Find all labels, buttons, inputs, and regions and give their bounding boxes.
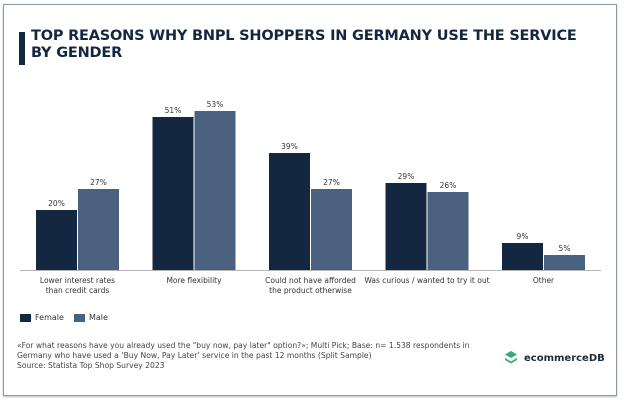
- bar-male: [311, 189, 352, 270]
- ecommercedb-logo: ecommerceDB: [504, 350, 605, 366]
- data-label: 29%: [398, 172, 415, 181]
- legend-swatch-female: [20, 313, 31, 322]
- data-label: 27%: [323, 178, 340, 187]
- bar-female: [269, 153, 310, 270]
- bar-female: [152, 117, 194, 270]
- data-label: 39%: [281, 142, 298, 151]
- bar-female: [385, 183, 427, 270]
- logo-text: ecommerceDB: [524, 352, 605, 364]
- data-label: 5%: [559, 244, 571, 253]
- footnote: «For what reasons have you already used …: [17, 341, 470, 371]
- data-label: 20%: [48, 199, 65, 208]
- data-label: 27%: [90, 178, 107, 187]
- bar-female: [502, 243, 543, 270]
- legend-swatch-male: [73, 313, 85, 322]
- title-accent-bar: [19, 32, 25, 65]
- chart-title: TOP REASONS WHY BNPL SHOPPERS IN GERMANY…: [31, 28, 577, 61]
- category-label: Other: [533, 276, 555, 285]
- footnote-source: Source: Statista Top Shop Survey 2023: [17, 361, 165, 370]
- data-label: 51%: [165, 106, 182, 115]
- category-label: More flexibility: [166, 276, 222, 285]
- data-label: 26%: [440, 181, 457, 190]
- category-label: Lower interest rates: [40, 276, 115, 285]
- legend-label-male: Male: [88, 313, 108, 322]
- bar-male: [427, 192, 469, 270]
- footnote-base: Germany who have used a ‘Buy Now, Pay La…: [17, 351, 372, 360]
- footnote-question: «For what reasons have you already used …: [17, 341, 470, 350]
- category-label: than credit cards: [46, 286, 110, 295]
- legend-label-female: Female: [35, 313, 64, 322]
- data-label: 53%: [207, 100, 224, 109]
- bar-female: [36, 210, 77, 270]
- data-label: 9%: [517, 232, 529, 241]
- bar-male: [544, 255, 585, 270]
- logo-layers-icon: [505, 351, 517, 364]
- legend: Female Male: [20, 313, 108, 322]
- category-label: Could not have afforded: [265, 276, 356, 285]
- category-label: Was curious / wanted to try it out: [364, 276, 489, 285]
- bar-male: [78, 189, 119, 270]
- category-label: the product otherwise: [269, 286, 352, 295]
- bar-male: [194, 111, 236, 270]
